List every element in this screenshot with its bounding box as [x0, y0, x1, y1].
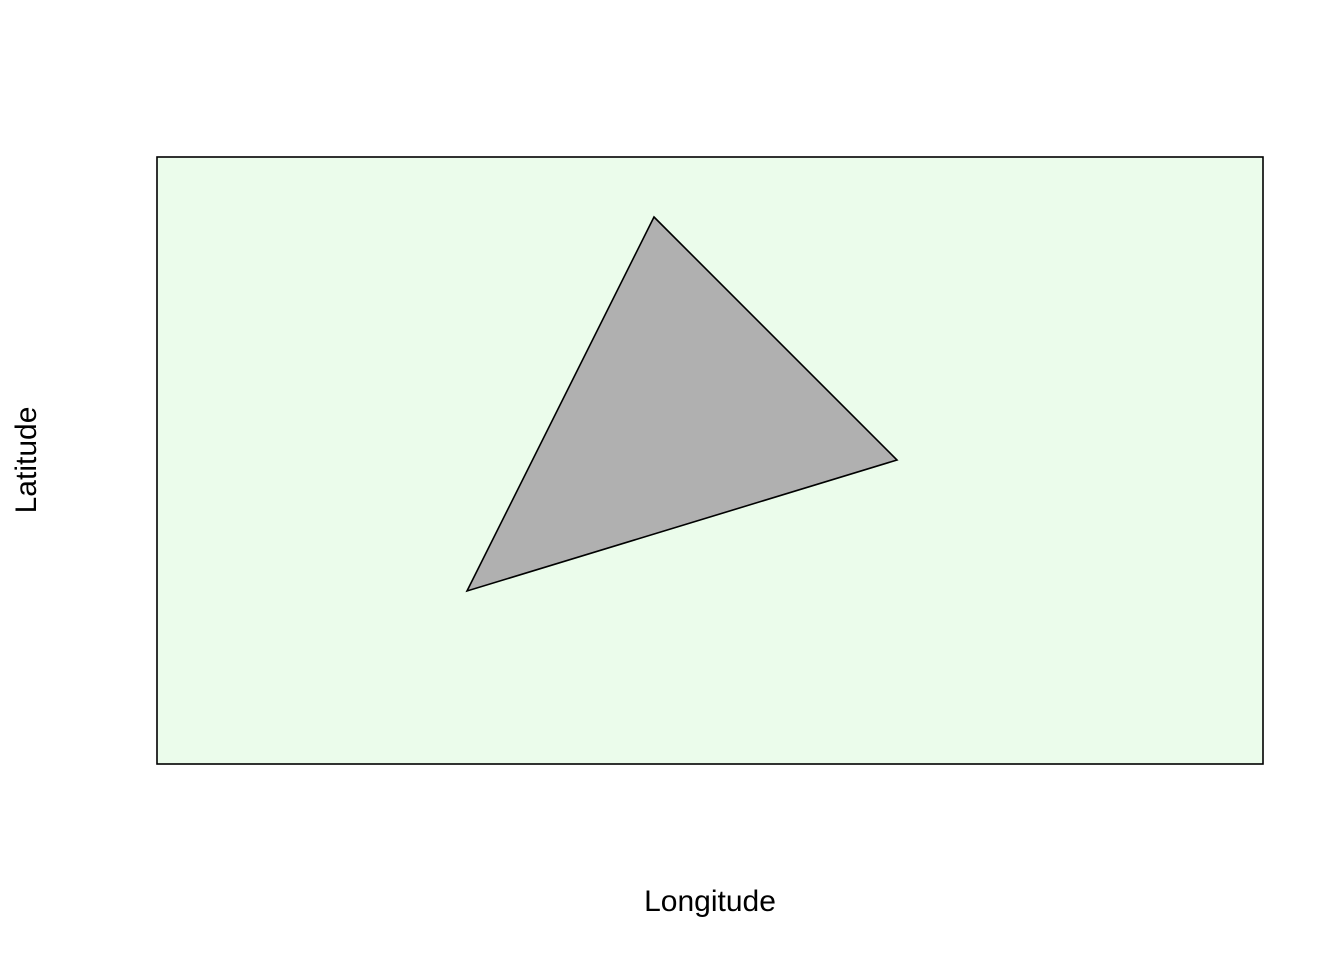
- y-axis-title: Latitude: [10, 407, 43, 514]
- x-axis-title: Longitude: [644, 885, 776, 918]
- triangle-polygon: [465, 215, 899, 593]
